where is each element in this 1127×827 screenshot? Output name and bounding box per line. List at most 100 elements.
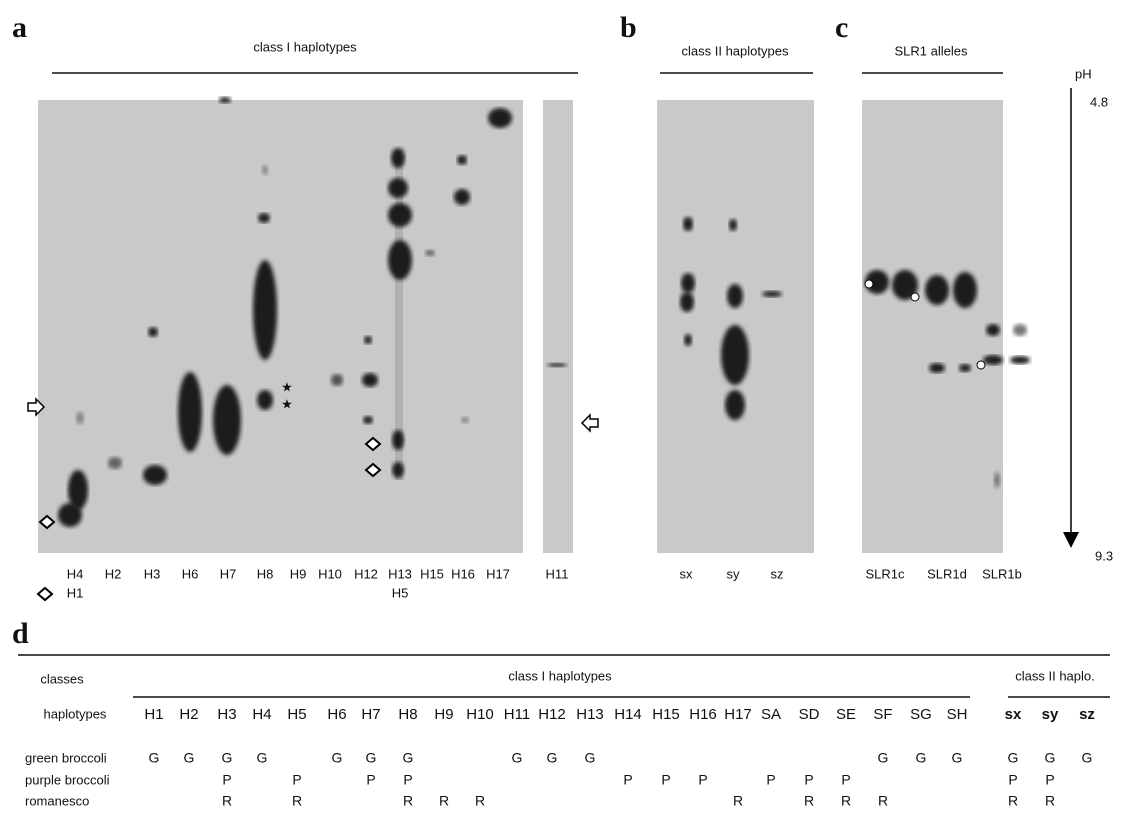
table-cell: P xyxy=(292,772,301,788)
column-header: H9 xyxy=(434,706,453,723)
table-cell: P xyxy=(698,772,707,788)
table-cell: P xyxy=(804,772,813,788)
arrowhead xyxy=(1063,532,1079,548)
table-cell: G xyxy=(366,750,377,766)
column-header: H1 xyxy=(144,706,163,723)
column-header: H17 xyxy=(724,706,752,723)
table-cell: P xyxy=(841,772,850,788)
lane-label: H2 xyxy=(105,566,122,581)
row-label: purple broccoli xyxy=(25,772,110,787)
table-cell: R xyxy=(1008,793,1018,809)
column-header: SA xyxy=(761,706,781,723)
lane-label: H6 xyxy=(182,566,199,581)
lane-label: sz xyxy=(771,566,784,581)
table-cell: R xyxy=(292,793,302,809)
axis-end: 9.3 xyxy=(1095,548,1113,563)
table-cell: P xyxy=(661,772,670,788)
column-header: H11 xyxy=(504,706,530,723)
table-cell: G xyxy=(916,750,927,766)
table-cell: G xyxy=(222,750,233,766)
table-cell: G xyxy=(332,750,343,766)
lane-label: H9 xyxy=(290,566,307,581)
table-cell: P xyxy=(403,772,412,788)
lane-label: H1 xyxy=(67,585,84,600)
column-header: H14 xyxy=(614,706,642,723)
svg-text:★: ★ xyxy=(281,379,293,394)
lane-label: H11 xyxy=(546,566,569,581)
table-cell: P xyxy=(1008,772,1017,788)
lane-label: SLR1c xyxy=(865,566,905,581)
lane-label: sx xyxy=(680,566,694,581)
column-header: SD xyxy=(799,706,820,723)
table-cell: G xyxy=(149,750,160,766)
lane-label: H12 xyxy=(354,566,378,581)
arrow xyxy=(27,397,46,417)
table-cell: R xyxy=(804,793,814,809)
column-header: SE xyxy=(836,706,856,723)
panel-label: d xyxy=(12,617,29,650)
lane-label: H10 xyxy=(318,566,342,581)
table-cell: G xyxy=(257,750,268,766)
table-cell: P xyxy=(623,772,632,788)
gel xyxy=(657,100,814,553)
table-cell: R xyxy=(403,793,413,809)
column-header: H4 xyxy=(252,706,271,723)
table-cell: G xyxy=(585,750,596,766)
table-cell: G xyxy=(1045,750,1056,766)
column-header: H12 xyxy=(538,706,566,723)
lane-label: H7 xyxy=(220,566,237,581)
column-header: H3 xyxy=(217,706,236,723)
column-header: H7 xyxy=(361,706,380,723)
table-cell: P xyxy=(222,772,231,788)
table-cell: G xyxy=(547,750,558,766)
lane-label: SLR1d xyxy=(927,566,967,581)
table-cell: G xyxy=(403,750,414,766)
table-cell: R xyxy=(841,793,851,809)
panel-title: class II haplotypes xyxy=(682,43,789,58)
table-cell: R xyxy=(439,793,449,809)
arrow xyxy=(580,413,599,433)
column-header: SF xyxy=(873,706,892,723)
lane-label: SLR1b xyxy=(982,566,1022,581)
table-cell: P xyxy=(1045,772,1054,788)
table-cell: R xyxy=(878,793,888,809)
table-cell: R xyxy=(1045,793,1055,809)
table-cell: G xyxy=(1082,750,1093,766)
lane-label: H8 xyxy=(257,566,274,581)
column-header: sy xyxy=(1042,706,1059,723)
lane-label: H17 xyxy=(486,566,510,581)
panel-label: a xyxy=(12,11,27,44)
table-cell: P xyxy=(366,772,375,788)
column-header: sx xyxy=(1005,706,1022,723)
axis-end: 4.8 xyxy=(1090,94,1108,109)
lane-label: H16 xyxy=(451,566,475,581)
lane-label: H4 xyxy=(67,566,84,581)
column-header: H13 xyxy=(576,706,604,723)
table-cell: G xyxy=(952,750,963,766)
table-cell: G xyxy=(184,750,195,766)
column-header: H15 xyxy=(652,706,680,723)
table-cell: R xyxy=(475,793,485,809)
table-header: classes xyxy=(40,671,84,686)
table-header: class II haplo. xyxy=(1015,668,1095,683)
column-header: H8 xyxy=(398,706,417,723)
column-header: H16 xyxy=(689,706,717,723)
column-header: H10 xyxy=(466,706,494,723)
gel: ★ ★ xyxy=(38,97,573,553)
table-cell: P xyxy=(766,772,775,788)
table-cell: G xyxy=(512,750,523,766)
row-label: green broccoli xyxy=(25,750,107,765)
lane-label: sy xyxy=(727,566,741,581)
column-header: sz xyxy=(1079,706,1095,723)
panel-title: class I haplotypes xyxy=(253,39,357,54)
table-cell: G xyxy=(1008,750,1019,766)
panel-title: SLR1 alleles xyxy=(895,43,968,58)
panel-label: c xyxy=(835,11,848,44)
row-label: romanesco xyxy=(25,793,89,808)
column-header: SH xyxy=(947,706,968,723)
column-header: SG xyxy=(910,706,932,723)
axis-label: pH xyxy=(1075,66,1092,81)
row-header: haplotypes xyxy=(44,706,107,721)
diamond xyxy=(36,586,54,602)
gel xyxy=(862,100,1030,553)
